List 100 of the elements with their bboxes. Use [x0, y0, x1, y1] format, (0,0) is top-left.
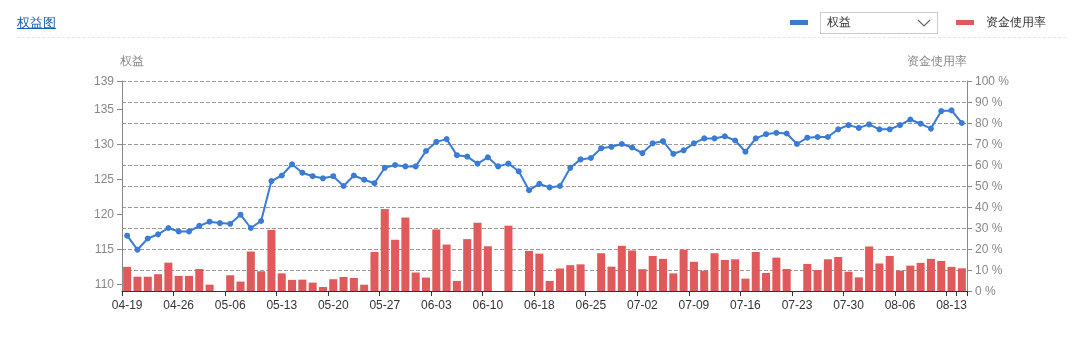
legend-label: 资金使用率	[986, 14, 1046, 31]
x-tick-label: 07-09	[678, 298, 710, 312]
x-tick-label: 08-06	[884, 298, 916, 312]
bar	[483, 246, 492, 291]
bar	[875, 263, 884, 291]
bar	[617, 245, 626, 291]
y2-tick-label: 80 %	[975, 116, 1003, 130]
y-tick-label: 120	[93, 207, 115, 221]
bar	[885, 255, 894, 291]
bar	[772, 257, 781, 291]
x-tick-label: 07-02	[627, 298, 659, 312]
bar	[267, 229, 276, 291]
bar	[411, 272, 420, 291]
y2-tick-label: 0 %	[975, 284, 997, 298]
x-tick-label: 06-10	[472, 298, 504, 312]
bar	[813, 270, 822, 291]
x-tick-label: 07-16	[730, 298, 762, 312]
x-tick-label: 06-25	[575, 298, 607, 312]
bar	[545, 280, 554, 291]
bar	[329, 279, 338, 291]
bar	[504, 225, 513, 291]
x-tick-label: 05-27	[369, 298, 401, 312]
bar	[432, 229, 441, 291]
legend-label: 权益	[827, 14, 851, 31]
bar	[246, 251, 255, 291]
bar	[607, 266, 616, 291]
bar	[834, 256, 843, 291]
y-tick-label: 115	[94, 242, 115, 256]
x-tick-label: 04-19	[111, 298, 143, 312]
bar	[226, 275, 235, 291]
bar	[463, 239, 472, 291]
x-tick-label: 08-13	[936, 298, 968, 312]
y2-tick-label: 30 %	[975, 221, 1003, 235]
bar	[710, 253, 719, 291]
bar	[823, 259, 832, 291]
bar	[123, 266, 132, 291]
bar	[957, 268, 966, 291]
bar	[164, 262, 173, 291]
y-tick-label: 135	[93, 102, 115, 116]
y2-tick-label: 50 %	[975, 179, 1003, 193]
y-axis-title: 权益	[119, 54, 144, 68]
bar	[854, 277, 863, 291]
bar	[525, 250, 534, 291]
bar	[679, 249, 688, 291]
bar	[597, 253, 606, 291]
bar	[731, 259, 740, 291]
y-tick-label: 139	[93, 74, 115, 88]
bar	[143, 276, 152, 291]
y2-tick-label: 90 %	[975, 95, 1003, 109]
bar	[349, 277, 358, 291]
bar	[638, 269, 647, 291]
bar	[174, 275, 183, 291]
bar	[700, 270, 709, 291]
bar	[370, 251, 379, 291]
bar	[360, 284, 369, 291]
bar	[555, 268, 564, 291]
y-tick-label: 110	[94, 277, 115, 291]
bar	[154, 274, 163, 291]
bar	[566, 265, 575, 291]
chart-title: 权益图	[17, 13, 56, 32]
y2-axis-title: 资金使用率	[907, 54, 967, 68]
bar	[937, 260, 946, 291]
bar	[401, 217, 410, 291]
y2-tick-label: 60 %	[975, 158, 1003, 172]
x-tick-label: 07-30	[833, 298, 865, 312]
bar	[865, 246, 874, 291]
bar	[803, 263, 812, 291]
bar	[896, 270, 905, 291]
bar	[308, 282, 317, 291]
bar	[277, 273, 286, 291]
y2-tick-label: 70 %	[975, 137, 1003, 151]
bar	[762, 272, 771, 291]
bar	[535, 253, 544, 291]
x-tick-label: 06-18	[524, 298, 556, 312]
bar	[380, 209, 389, 291]
y2-tick-label: 10 %	[975, 263, 1003, 277]
y2-tick-label: 100 %	[975, 74, 1010, 88]
bar	[576, 264, 585, 291]
bar	[442, 244, 451, 291]
bar	[658, 258, 668, 291]
bar	[339, 276, 348, 291]
bar	[751, 251, 760, 291]
y-tick-label: 125	[93, 172, 115, 186]
x-tick-label: 05-20	[317, 298, 349, 312]
x-tick-label: 04-26	[163, 298, 195, 312]
bar	[133, 276, 142, 291]
bar	[195, 268, 204, 291]
bar	[391, 239, 400, 291]
bar	[205, 284, 214, 291]
bar	[947, 266, 956, 291]
bar	[236, 281, 245, 291]
x-tick-label: 07-23	[781, 298, 813, 312]
y-tick-label: 130	[93, 137, 115, 151]
x-tick-label: 05-06	[214, 298, 246, 312]
bar	[628, 250, 637, 291]
dropdown-field: 权益	[820, 11, 938, 34]
bar	[741, 278, 750, 291]
bar	[452, 280, 461, 291]
bar	[689, 261, 698, 291]
bar	[473, 222, 482, 291]
